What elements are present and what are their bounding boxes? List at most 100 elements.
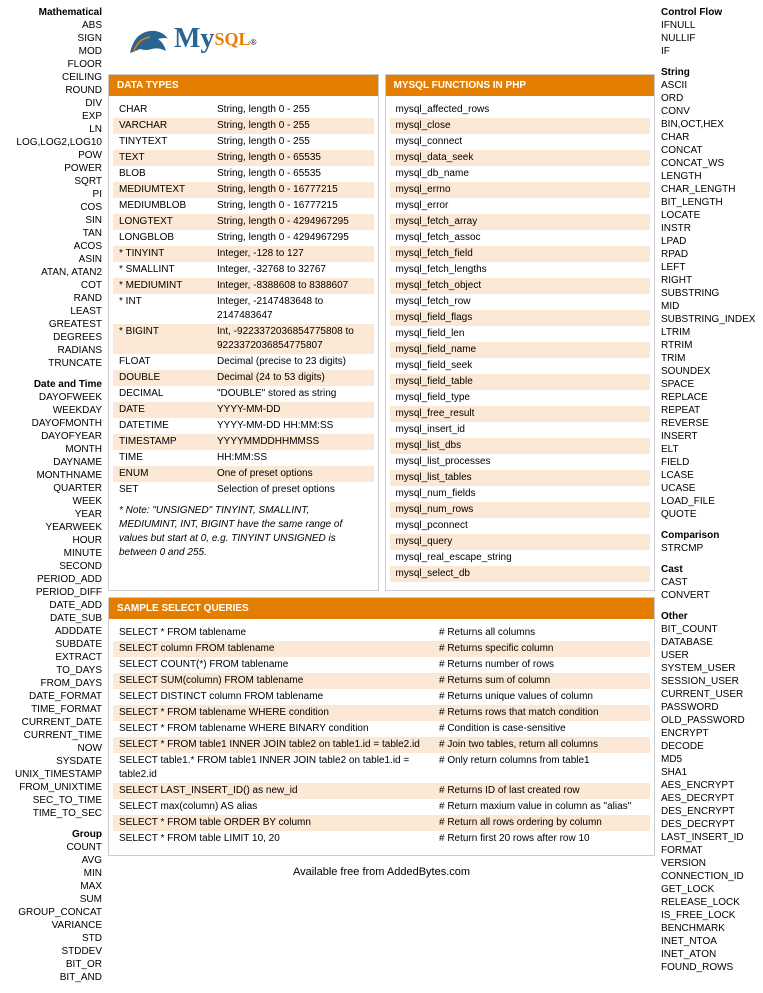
side-item: FROM_DAYS	[4, 677, 102, 690]
side-item: EXP	[4, 110, 102, 123]
php-function-name: mysql_query	[396, 535, 645, 549]
side-item: POWER	[4, 162, 102, 175]
side-item: DAYOFYEAR	[4, 430, 102, 443]
datatype-desc: YYYY-MM-DD HH:MM:SS	[217, 419, 368, 433]
datatype-name: MEDIUMBLOB	[119, 199, 217, 213]
side-item: PI	[4, 188, 102, 201]
php-function-name: mysql_select_db	[396, 567, 645, 581]
side-heading: Other	[661, 610, 759, 623]
side-item: INET_NTOA	[661, 935, 759, 948]
php-function-row: mysql_affected_rows	[390, 102, 651, 118]
query-row: SELECT COUNT(*) FROM tablename# Returns …	[113, 657, 650, 673]
side-item: USER	[661, 649, 759, 662]
side-item: COUNT	[4, 841, 102, 854]
query-row: SELECT table1.* FROM table1 INNER JOIN t…	[113, 753, 650, 783]
query-sql: SELECT LAST_INSERT_ID() as new_id	[119, 784, 439, 798]
php-function-name: mysql_fetch_array	[396, 215, 645, 229]
php-function-name: mysql_list_dbs	[396, 439, 645, 453]
side-item: LOAD_FILE	[661, 495, 759, 508]
side-item: FROM_UNIXTIME	[4, 781, 102, 794]
query-row: SELECT * FROM table1 INNER JOIN table2 o…	[113, 737, 650, 753]
datatype-desc: HH:MM:SS	[217, 451, 368, 465]
side-item: BENCHMARK	[661, 922, 759, 935]
datatype-row: MEDIUMTEXTString, length 0 - 16777215	[113, 182, 374, 198]
datatype-row: DATEYYYY-MM-DD	[113, 402, 374, 418]
php-function-row: mysql_query	[390, 534, 651, 550]
datatype-desc: String, length 0 - 255	[217, 119, 368, 133]
datatype-desc: String, length 0 - 65535	[217, 167, 368, 181]
side-item: WEEKDAY	[4, 404, 102, 417]
side-item: ATAN, ATAN2	[4, 266, 102, 279]
side-item: RTRIM	[661, 339, 759, 352]
datatype-desc: Int, -9223372036854775808 to 92233720368…	[217, 325, 368, 353]
center-column: MySQL® DATA TYPES CHARString, length 0 -…	[108, 4, 655, 984]
side-item: DAYNAME	[4, 456, 102, 469]
side-item: LENGTH	[661, 170, 759, 183]
side-heading: String	[661, 66, 759, 79]
query-sql: SELECT * FROM table LIMIT 10, 20	[119, 832, 439, 846]
datatype-name: ENUM	[119, 467, 217, 481]
php-function-row: mysql_list_dbs	[390, 438, 651, 454]
datatype-name: CHAR	[119, 103, 217, 117]
datatype-desc: Decimal (24 to 53 digits)	[217, 371, 368, 385]
side-item: SECOND	[4, 560, 102, 573]
php-function-name: mysql_num_rows	[396, 503, 645, 517]
datatype-note: * Note: "UNSIGNED" TINYINT, SMALLINT, ME…	[113, 498, 374, 560]
side-item: DAYOFMONTH	[4, 417, 102, 430]
side-item: SEC_TO_TIME	[4, 794, 102, 807]
side-item: CURRENT_USER	[661, 688, 759, 701]
datatype-desc: One of preset options	[217, 467, 368, 481]
side-item: MONTHNAME	[4, 469, 102, 482]
data-types-body: CHARString, length 0 - 255VARCHARString,…	[109, 96, 378, 568]
php-function-row: mysql_errno	[390, 182, 651, 198]
side-item: LOG,LOG2,LOG10	[4, 136, 102, 149]
datatype-row: TIMEHH:MM:SS	[113, 450, 374, 466]
datatype-row: * INTInteger, -2147483648 to 2147483647	[113, 294, 374, 324]
datatype-desc: Integer, -2147483648 to 2147483647	[217, 295, 368, 323]
side-item: TRUNCATE	[4, 357, 102, 370]
datatype-desc: Integer, -128 to 127	[217, 247, 368, 261]
side-item: CURRENT_DATE	[4, 716, 102, 729]
php-function-name: mysql_field_flags	[396, 311, 645, 325]
side-item: SYSTEM_USER	[661, 662, 759, 675]
side-item: DATE_ADD	[4, 599, 102, 612]
datatype-name: TINYTEXT	[119, 135, 217, 149]
datatype-row: LONGTEXTString, length 0 - 4294967295	[113, 214, 374, 230]
query-desc: # Returns number of rows	[439, 658, 644, 672]
datatype-name: FLOAT	[119, 355, 217, 369]
side-heading: Comparison	[661, 529, 759, 542]
query-desc: # Return all rows ordering by column	[439, 816, 644, 830]
side-item: UNIX_TIMESTAMP	[4, 768, 102, 781]
query-desc: # Returns sum of column	[439, 674, 644, 688]
datatype-name: LONGTEXT	[119, 215, 217, 229]
datatype-desc: String, length 0 - 4294967295	[217, 215, 368, 229]
side-item: REVERSE	[661, 417, 759, 430]
php-function-name: mysql_list_processes	[396, 455, 645, 469]
side-item: LTRIM	[661, 326, 759, 339]
php-function-name: mysql_field_seek	[396, 359, 645, 373]
side-item: AES_ENCRYPT	[661, 779, 759, 792]
php-function-name: mysql_field_table	[396, 375, 645, 389]
datatype-name: * SMALLINT	[119, 263, 217, 277]
page: MathematicalABSSIGNMODFLOORCEILINGROUNDD…	[0, 0, 763, 988]
query-row: SELECT DISTINCT column FROM tablename# R…	[113, 689, 650, 705]
side-item: MONTH	[4, 443, 102, 456]
data-types-card: DATA TYPES CHARString, length 0 - 255VAR…	[108, 74, 379, 591]
query-sql: SELECT table1.* FROM table1 INNER JOIN t…	[119, 754, 439, 782]
side-item: RPAD	[661, 248, 759, 261]
php-function-row: mysql_pconnect	[390, 518, 651, 534]
php-function-row: mysql_fetch_array	[390, 214, 651, 230]
side-item: STDDEV	[4, 945, 102, 958]
side-item: IF	[661, 45, 759, 58]
side-item: FOUND_ROWS	[661, 961, 759, 974]
datatype-name: LONGBLOB	[119, 231, 217, 245]
php-function-row: mysql_field_seek	[390, 358, 651, 374]
query-sql: SELECT * FROM table1 INNER JOIN table2 o…	[119, 738, 439, 752]
side-item: PERIOD_DIFF	[4, 586, 102, 599]
side-item: TIME_TO_SEC	[4, 807, 102, 820]
datatype-desc: YYYYMMDDHHMMSS	[217, 435, 368, 449]
query-row: SELECT * FROM tablename# Returns all col…	[113, 625, 650, 641]
side-item: RELEASE_LOCK	[661, 896, 759, 909]
side-item: COT	[4, 279, 102, 292]
query-row: SELECT column FROM tablename# Returns sp…	[113, 641, 650, 657]
